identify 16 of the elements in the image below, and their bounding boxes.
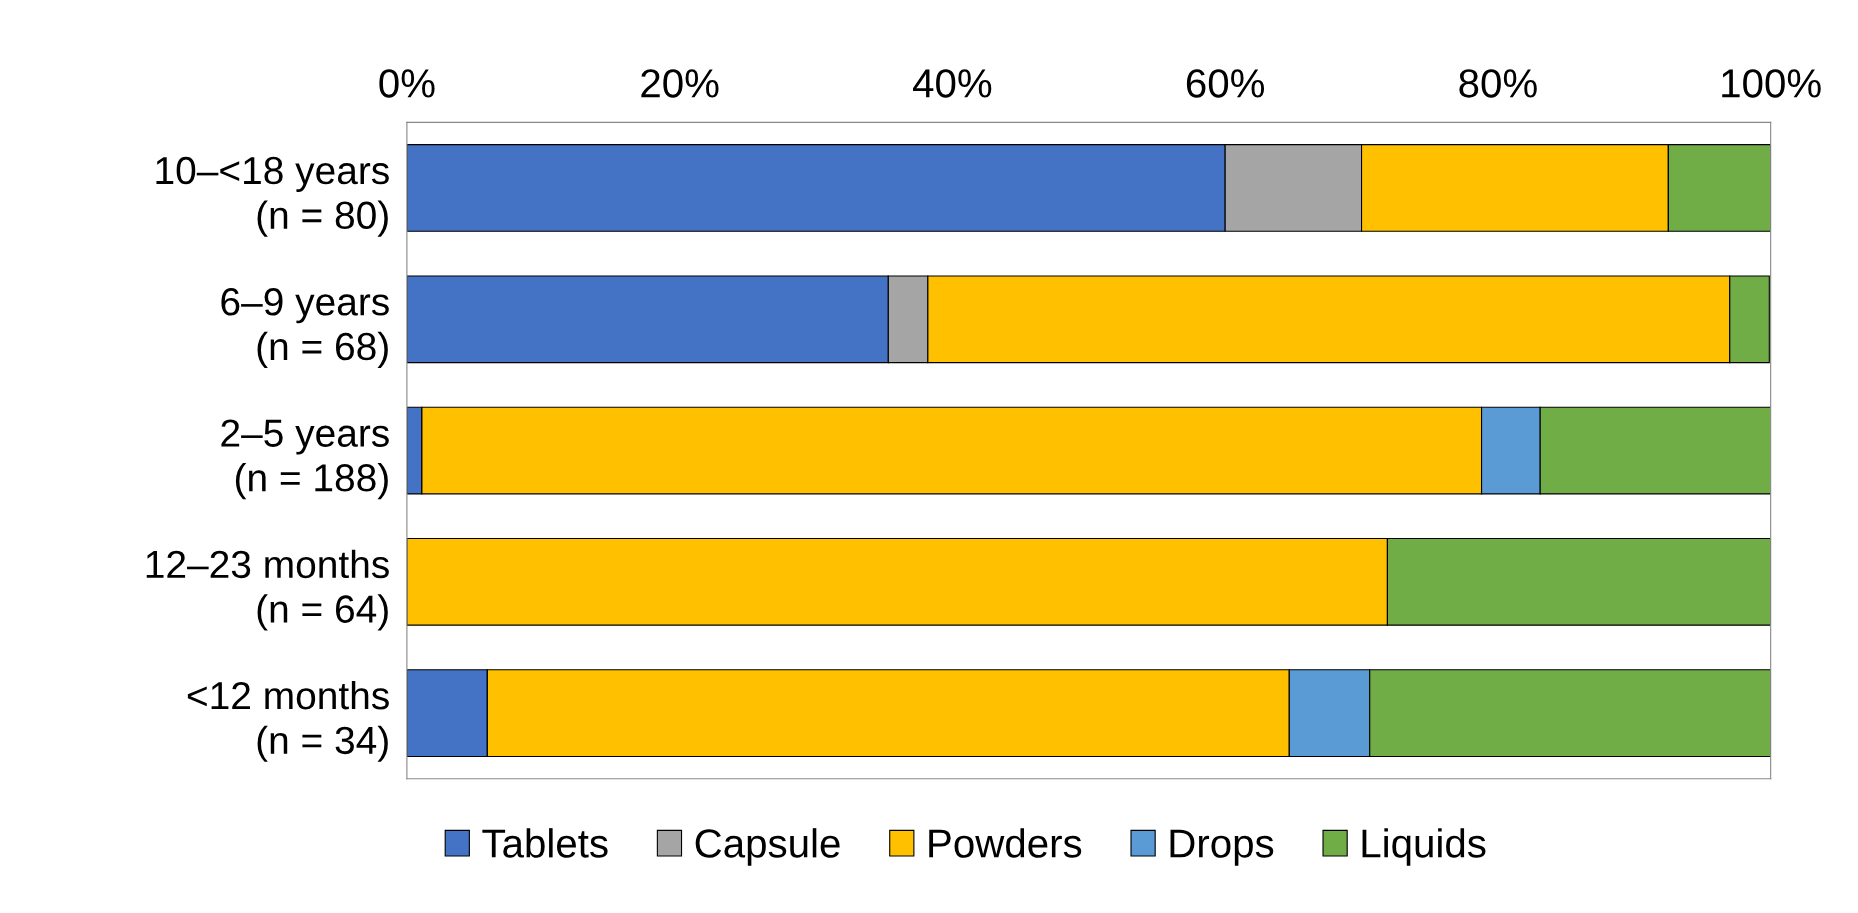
legend-label: Capsule: [695, 828, 840, 866]
y-tick-label: 2–5 years (n = 188): [221, 419, 389, 500]
y-tick-label: 6–9 years (n = 68): [221, 288, 389, 368]
legend-label: Liquids: [1362, 828, 1486, 866]
x-tick-label: 80%: [1459, 69, 1537, 98]
legend-label: Drops: [1170, 829, 1274, 866]
legend-label: Powders: [929, 828, 1082, 858]
x-tick-label: 40%: [913, 69, 992, 98]
y-tick-label: <12 months (n = 34): [187, 680, 389, 762]
y-tick-label: 10–<18 years (n = 80): [156, 156, 389, 237]
x-tick-label: 60%: [1186, 69, 1265, 98]
y-tick-label: 12–23 months (n = 64): [146, 549, 389, 631]
x-tick-label: 100%: [1722, 69, 1821, 98]
legend-label: Tablets: [482, 828, 608, 858]
x-tick-label: 0%: [379, 69, 435, 98]
x-tick-label: 20%: [641, 69, 719, 98]
